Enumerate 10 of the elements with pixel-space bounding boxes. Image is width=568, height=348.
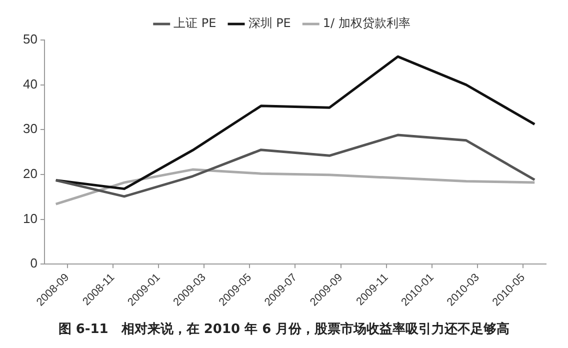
- legend-label: 深圳 PE: [248, 16, 291, 30]
- y-tick-label: 0: [30, 256, 38, 271]
- y-tick-label: 40: [22, 76, 38, 92]
- legend-label: 上证 PE: [174, 16, 216, 30]
- y-tick-label: 10: [22, 210, 38, 226]
- y-tick-label: 20: [22, 166, 38, 182]
- legend-label: 1/ 加权贷款利率: [322, 16, 410, 30]
- y-tick-label: 50: [22, 32, 38, 47]
- caption: 图 6-11 相对来说，在 2010 年 6 月份，股票市场收益率吸引力还不足够高: [57, 320, 511, 338]
- y-tick-label: 30: [22, 121, 38, 136]
